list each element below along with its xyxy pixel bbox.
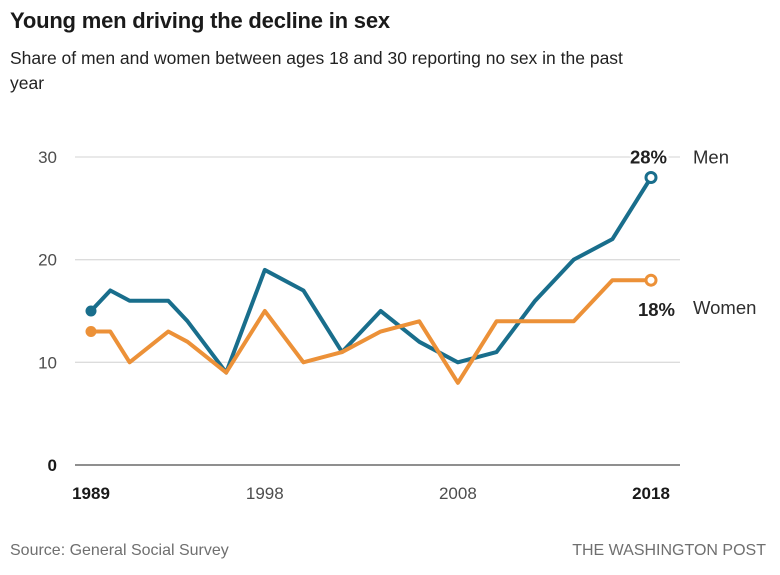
men-series-label: Men — [693, 147, 729, 168]
men-end-marker — [644, 171, 658, 185]
men-start-dot — [85, 305, 97, 317]
x-tick-label-1998: 1998 — [246, 484, 284, 503]
chart-subtitle: Share of men and women between ages 18 a… — [10, 46, 623, 96]
x-tick-label-2008: 2008 — [439, 484, 477, 503]
publisher-credit: THE WASHINGTON POST — [572, 542, 766, 559]
x-tick-label-1989: 1989 — [72, 484, 110, 503]
women-series-label: Women — [693, 297, 756, 318]
y-tick-label-0: 0 — [48, 456, 57, 475]
men-value-label: 28% — [630, 147, 667, 168]
subtitle-line-1: Share of men and women between ages 18 a… — [10, 48, 623, 68]
subtitle-line-2: year — [10, 73, 45, 93]
x-tick-label-2018: 2018 — [632, 484, 670, 503]
chart-title: Young men driving the decline in sex — [10, 8, 390, 33]
women-value-label: 18% — [638, 299, 675, 320]
men-line — [89, 176, 653, 375]
women-end-marker — [644, 273, 658, 287]
y-tick-label-30: 30 — [38, 148, 57, 167]
source-note: Source: General Social Survey — [10, 542, 229, 559]
y-tick-label-20: 20 — [38, 251, 57, 270]
y-tick-label-10: 10 — [38, 353, 57, 372]
women-start-dot — [85, 326, 97, 338]
women-line — [91, 278, 651, 385]
